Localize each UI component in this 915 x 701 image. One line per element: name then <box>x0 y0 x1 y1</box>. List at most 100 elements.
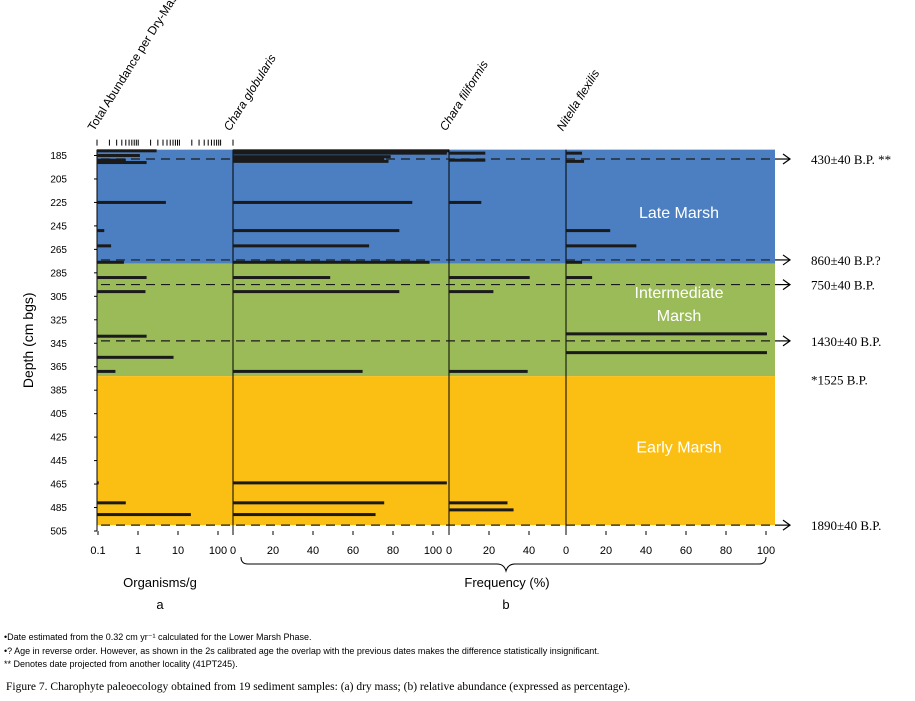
x-tick-label: 1 <box>135 545 141 557</box>
bar-0-12 <box>97 369 116 373</box>
date-label: 1890±40 B.P. <box>811 518 881 533</box>
bar-0-0 <box>97 149 157 153</box>
panel-title: Chara globularis <box>221 52 279 134</box>
zone-2 <box>97 376 775 526</box>
bar-0-4 <box>97 200 166 204</box>
bar-1-3 <box>233 157 385 161</box>
x-tick-label: 0 <box>563 545 569 557</box>
depth-tick-label: 405 <box>50 409 67 420</box>
depth-tick-label: 325 <box>50 315 67 326</box>
depth-tick-label: 225 <box>50 198 67 209</box>
depth-axis-label: Depth (cm bgs) <box>20 292 36 388</box>
bar-0-15 <box>97 513 191 517</box>
date-label: 860±40 B.P.? <box>811 253 881 268</box>
x-group-label: Frequency (%) <box>464 575 549 590</box>
panel-title: Total Abundance per Dry-Mass <box>85 0 184 133</box>
bar-0-2 <box>97 158 126 162</box>
depth-tick-label: 485 <box>50 503 67 514</box>
bar-3-2 <box>566 229 611 233</box>
bar-2-2 <box>449 200 482 204</box>
bar-3-4 <box>566 260 583 264</box>
footnote-2: •? Age in reverse order. However, as sho… <box>4 645 600 656</box>
bar-1-12 <box>233 481 447 485</box>
x-group-sublabel: a <box>156 597 164 612</box>
depth-tick-label: 365 <box>50 362 67 373</box>
date-label: 1430±40 B.P. <box>811 334 881 349</box>
depth-tick-label: 245 <box>50 221 67 232</box>
bar-0-9 <box>97 290 146 294</box>
bar-2-1 <box>449 158 486 162</box>
x-tick-label: 0 <box>446 545 452 557</box>
date-label: 430±40 B.P. ** <box>811 152 891 167</box>
depth-tick-label: 445 <box>50 456 67 467</box>
x-tick-label: 100 <box>757 545 775 557</box>
depth-tick-label: 285 <box>50 268 67 279</box>
bar-3-7 <box>566 351 767 355</box>
bar-2-5 <box>449 369 528 373</box>
x-tick-label: 100 <box>209 545 227 557</box>
depth-tick-label: 425 <box>50 433 67 444</box>
x-group-sublabel: b <box>502 597 509 612</box>
bar-2-7 <box>449 508 514 512</box>
bar-0-6 <box>97 244 112 248</box>
x-tick-label: 40 <box>640 545 652 557</box>
x-tick-label: 0.1 <box>90 545 105 557</box>
x-tick-label: 80 <box>720 545 732 557</box>
bar-1-7 <box>233 244 370 248</box>
x-tick-label: 80 <box>387 545 399 557</box>
bar-1-8 <box>233 260 430 264</box>
x-tick-label: 40 <box>307 545 319 557</box>
bar-0-1 <box>97 154 140 157</box>
depth-tick-label: 505 <box>50 527 67 538</box>
figure-caption: Figure 7. Charophyte paleoecology obtain… <box>6 681 631 693</box>
zone-label: Early Marsh <box>636 440 721 457</box>
date-label: 750±40 B.P. <box>811 278 875 293</box>
depth-tick-label: 305 <box>50 292 67 303</box>
zone-1 <box>97 263 775 377</box>
bar-2-6 <box>449 501 508 505</box>
date-arrow-head <box>782 335 792 347</box>
x-tick-label: 100 <box>424 545 442 557</box>
bar-3-0 <box>566 151 583 155</box>
zone-0 <box>97 149 775 264</box>
x-tick-label: 20 <box>600 545 612 557</box>
bar-2-3 <box>449 276 530 280</box>
depth-tick-label: 345 <box>50 339 67 350</box>
bar-3-3 <box>566 244 637 248</box>
depth-tick-label: 265 <box>50 245 67 256</box>
panel-title: Chara filiformis <box>437 58 491 133</box>
bar-3-6 <box>566 332 767 336</box>
x-tick-label: 0 <box>230 545 236 557</box>
x-tick-label: 40 <box>523 545 535 557</box>
panel-title: Nitella flexilis <box>554 67 603 133</box>
bar-0-5 <box>97 229 105 233</box>
footnotes: •Date estimated from the 0.32 cm yr⁻¹ ca… <box>4 631 599 672</box>
depth-tick-label: 385 <box>50 386 67 397</box>
bar-1-0 <box>233 149 449 153</box>
bar-1-11 <box>233 369 363 373</box>
date-arrow-head <box>782 279 792 291</box>
bar-1-2 <box>233 155 391 159</box>
bar-2-4 <box>449 290 494 294</box>
date-label: *1525 B.P. <box>811 373 868 388</box>
x-tick-label: 20 <box>267 545 279 557</box>
depth-tick-label: 465 <box>50 480 67 491</box>
footnote-3: ** Denotes date projected from another l… <box>4 659 238 669</box>
bar-1-13 <box>233 501 385 505</box>
bar-2-0 <box>449 151 486 155</box>
footnote-1: •Date estimated from the 0.32 cm yr⁻¹ ca… <box>4 632 312 642</box>
bar-0-13 <box>97 481 99 485</box>
bar-0-14 <box>97 501 126 505</box>
bar-3-1 <box>566 159 585 163</box>
x-tick-label: 20 <box>483 545 495 557</box>
zone-label: Intermediate <box>635 285 724 302</box>
date-arrow-head <box>782 254 792 266</box>
depth-tick-label: 205 <box>50 174 67 185</box>
zone-label: Marsh <box>657 308 701 325</box>
bar-1-6 <box>233 229 400 233</box>
x-group-label: Organisms/g <box>123 575 197 590</box>
x-tick-label: 60 <box>680 545 692 557</box>
date-arrow-head <box>782 153 792 165</box>
bar-1-4 <box>233 159 389 163</box>
